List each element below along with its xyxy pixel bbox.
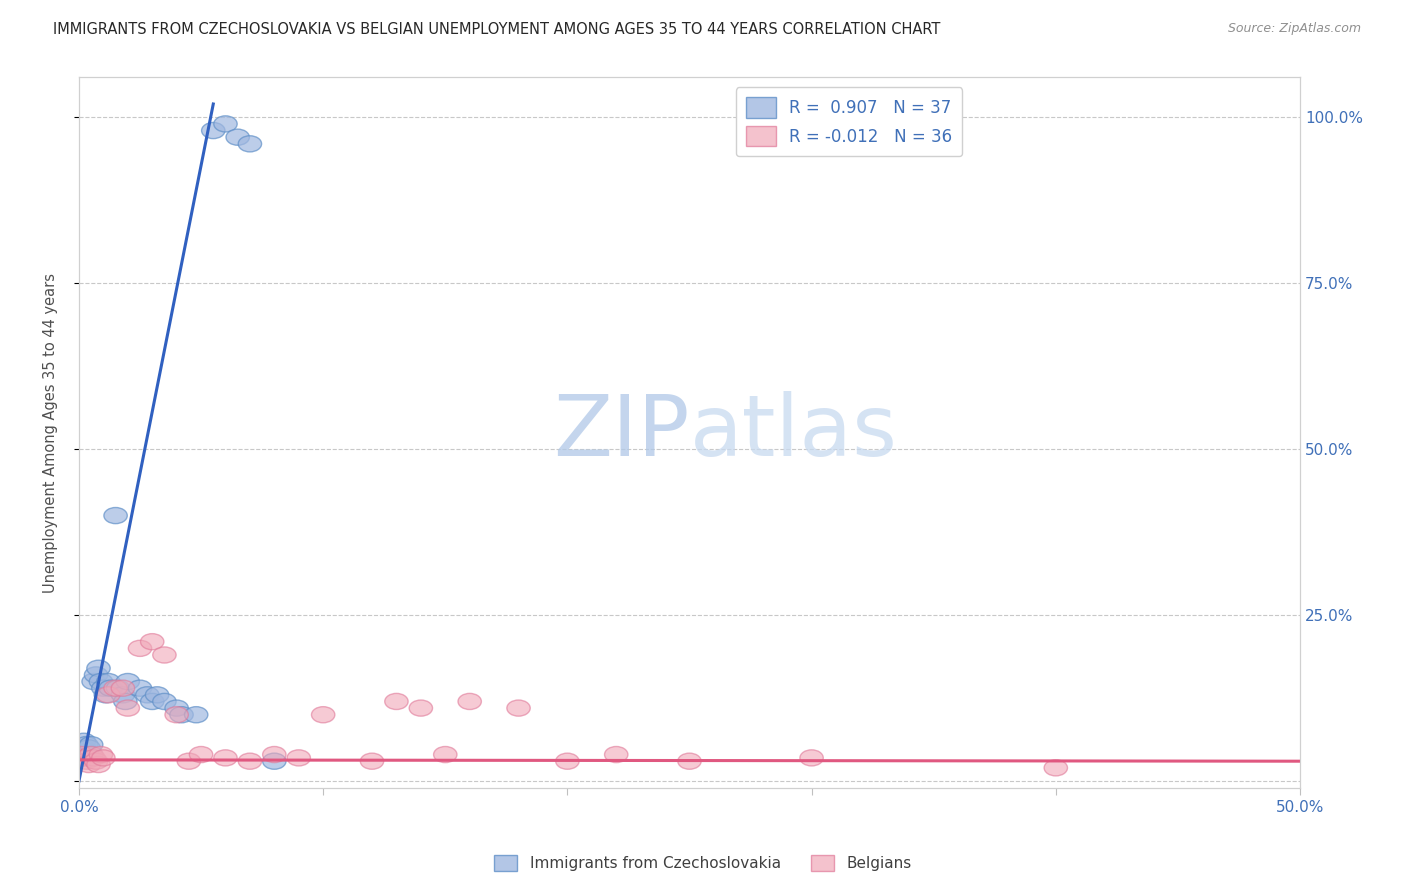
Ellipse shape (800, 750, 824, 766)
Ellipse shape (104, 680, 128, 697)
Ellipse shape (141, 693, 165, 709)
Ellipse shape (141, 633, 165, 649)
Ellipse shape (263, 747, 285, 763)
Ellipse shape (263, 753, 285, 769)
Ellipse shape (97, 687, 120, 703)
Ellipse shape (170, 706, 193, 723)
Ellipse shape (238, 136, 262, 152)
Ellipse shape (145, 687, 169, 703)
Ellipse shape (75, 743, 98, 759)
Legend: R =  0.907   N = 37, R = -0.012   N = 36: R = 0.907 N = 37, R = -0.012 N = 36 (735, 87, 962, 156)
Ellipse shape (77, 750, 100, 766)
Ellipse shape (201, 122, 225, 138)
Ellipse shape (91, 750, 115, 766)
Ellipse shape (135, 687, 159, 703)
Ellipse shape (128, 680, 152, 697)
Ellipse shape (87, 756, 110, 772)
Ellipse shape (153, 647, 176, 663)
Ellipse shape (287, 750, 311, 766)
Ellipse shape (165, 700, 188, 716)
Ellipse shape (458, 693, 481, 709)
Ellipse shape (104, 508, 128, 524)
Ellipse shape (84, 753, 108, 769)
Ellipse shape (153, 693, 176, 709)
Text: atlas: atlas (689, 391, 897, 474)
Ellipse shape (77, 756, 100, 772)
Ellipse shape (409, 700, 433, 716)
Ellipse shape (75, 747, 98, 763)
Ellipse shape (177, 753, 201, 769)
Ellipse shape (360, 753, 384, 769)
Ellipse shape (80, 737, 103, 753)
Ellipse shape (72, 750, 96, 766)
Ellipse shape (84, 667, 108, 683)
Ellipse shape (80, 747, 103, 763)
Ellipse shape (91, 680, 115, 697)
Ellipse shape (70, 750, 93, 766)
Ellipse shape (433, 747, 457, 763)
Ellipse shape (107, 680, 129, 697)
Ellipse shape (128, 640, 152, 657)
Ellipse shape (98, 680, 122, 697)
Ellipse shape (97, 673, 120, 690)
Ellipse shape (72, 739, 96, 756)
Ellipse shape (385, 693, 408, 709)
Ellipse shape (111, 680, 135, 697)
Ellipse shape (82, 750, 105, 766)
Ellipse shape (117, 700, 139, 716)
Ellipse shape (77, 739, 100, 756)
Ellipse shape (555, 753, 579, 769)
Ellipse shape (72, 733, 96, 749)
Ellipse shape (89, 747, 112, 763)
Ellipse shape (312, 706, 335, 723)
Ellipse shape (75, 737, 98, 753)
Ellipse shape (87, 660, 110, 676)
Ellipse shape (94, 687, 118, 703)
Text: ZIP: ZIP (553, 391, 689, 474)
Ellipse shape (605, 747, 628, 763)
Ellipse shape (1045, 760, 1067, 776)
Ellipse shape (117, 673, 139, 690)
Ellipse shape (70, 747, 93, 763)
Ellipse shape (238, 753, 262, 769)
Ellipse shape (70, 747, 93, 763)
Ellipse shape (82, 673, 105, 690)
Legend: Immigrants from Czechoslovakia, Belgians: Immigrants from Czechoslovakia, Belgians (488, 849, 918, 877)
Text: IMMIGRANTS FROM CZECHOSLOVAKIA VS BELGIAN UNEMPLOYMENT AMONG AGES 35 TO 44 YEARS: IMMIGRANTS FROM CZECHOSLOVAKIA VS BELGIA… (53, 22, 941, 37)
Ellipse shape (506, 700, 530, 716)
Ellipse shape (190, 747, 212, 763)
Ellipse shape (80, 747, 103, 763)
Ellipse shape (165, 706, 188, 723)
Y-axis label: Unemployment Among Ages 35 to 44 years: Unemployment Among Ages 35 to 44 years (44, 273, 58, 592)
Ellipse shape (184, 706, 208, 723)
Ellipse shape (75, 753, 98, 769)
Ellipse shape (89, 673, 112, 690)
Ellipse shape (111, 687, 135, 703)
Ellipse shape (214, 750, 238, 766)
Ellipse shape (678, 753, 702, 769)
Ellipse shape (114, 693, 136, 709)
Ellipse shape (214, 116, 238, 132)
Text: Source: ZipAtlas.com: Source: ZipAtlas.com (1227, 22, 1361, 36)
Ellipse shape (226, 129, 249, 145)
